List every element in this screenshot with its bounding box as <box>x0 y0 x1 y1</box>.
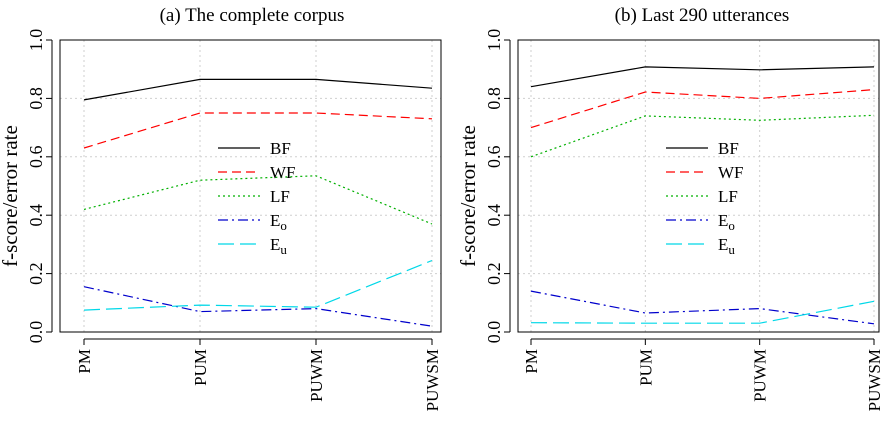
chart-title: (b) Last 290 utterances <box>615 5 790 26</box>
x-tick-label: PM <box>522 349 541 374</box>
y-tick-label: 0.0 <box>26 321 46 344</box>
x-tick-label: PM <box>75 349 94 374</box>
series-line-wf <box>83 112 433 149</box>
y-tick-label: 1.0 <box>26 29 46 52</box>
x-tick-label: PUM <box>191 349 210 386</box>
series-line-eu <box>530 300 875 324</box>
plot-frame <box>517 39 880 333</box>
legend-label: WF <box>270 163 296 182</box>
legend-label: WF <box>718 163 744 182</box>
y-tick-label: 0.8 <box>484 87 504 110</box>
series-line-eo <box>530 290 875 325</box>
y-axis-label: f-score/error rate <box>0 125 22 267</box>
chart-panel-b: (b) Last 290 utterances 0.0 0.2 0.4 0.6 0.8 1.… <box>456 5 881 411</box>
legend-label: Eu <box>718 235 735 257</box>
y-tick-label: 1.0 <box>484 29 504 52</box>
legend-label: BF <box>718 139 739 158</box>
legend-label: Eo <box>718 211 735 233</box>
y-tick-label: 0.8 <box>26 87 46 110</box>
y-axis-label: f-score/error rate <box>456 125 480 267</box>
series-line-lf <box>83 175 433 225</box>
y-tick-label: 0.6 <box>484 146 504 169</box>
series-line-eo <box>83 286 433 327</box>
x-tick-label: PUWSM <box>865 349 881 411</box>
y-tick-label: 0.4 <box>26 204 46 227</box>
y-tick-label: 0.2 <box>484 262 504 285</box>
y-tick-label: 0.6 <box>26 146 46 169</box>
series-line-eu <box>83 259 433 311</box>
legend-label: LF <box>718 187 738 206</box>
x-tick-label: PUWSM <box>423 349 442 411</box>
legend-label: Eo <box>270 211 287 233</box>
series-line-bf <box>530 66 875 88</box>
legend-label: Eu <box>270 235 287 257</box>
series-line-lf <box>530 114 875 158</box>
legend-label: LF <box>270 187 290 206</box>
x-tick-label: PUWM <box>751 349 770 402</box>
x-tick-label: PUWM <box>307 349 326 402</box>
series-line-wf <box>530 89 875 129</box>
series-line-bf <box>83 78 433 101</box>
y-tick-label: 0.0 <box>484 321 504 344</box>
chart-title: (a) The complete corpus <box>160 5 345 26</box>
y-tick-label: 0.4 <box>484 204 504 227</box>
chart-panel-a: (a) The complete corpus 0.0 0.2 0.4 0.6 0.8 1.… <box>0 5 442 411</box>
plot-frame <box>59 39 442 333</box>
legend-label: BF <box>270 139 291 158</box>
y-tick-label: 0.2 <box>26 262 46 285</box>
x-tick-label: PUM <box>636 349 655 386</box>
